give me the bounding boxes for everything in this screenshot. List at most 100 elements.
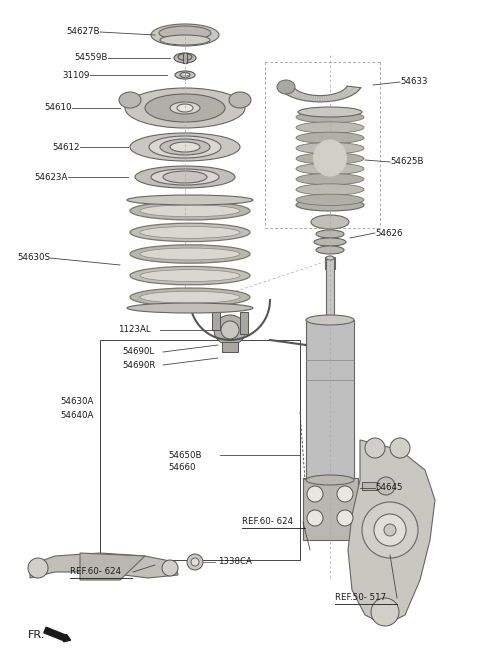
Bar: [212, 310, 220, 330]
Text: REF.60- 624: REF.60- 624: [70, 568, 121, 576]
Circle shape: [191, 558, 199, 566]
Polygon shape: [313, 95, 317, 102]
Polygon shape: [347, 86, 360, 89]
Polygon shape: [280, 87, 294, 90]
Bar: [222, 342, 238, 352]
Text: 54612: 54612: [52, 143, 80, 152]
Ellipse shape: [130, 202, 250, 220]
Ellipse shape: [170, 142, 200, 152]
Polygon shape: [341, 91, 353, 95]
Polygon shape: [285, 90, 298, 95]
Ellipse shape: [296, 153, 364, 164]
Ellipse shape: [296, 112, 364, 123]
Ellipse shape: [140, 205, 240, 217]
Text: 1123AL: 1123AL: [118, 325, 151, 334]
FancyArrow shape: [44, 627, 71, 642]
Text: 54630A: 54630A: [60, 397, 94, 407]
Text: 54610: 54610: [45, 104, 72, 112]
Circle shape: [162, 560, 178, 576]
Circle shape: [390, 438, 410, 458]
Bar: [325, 257, 335, 269]
Ellipse shape: [296, 163, 364, 175]
Polygon shape: [340, 91, 351, 97]
Circle shape: [362, 502, 418, 558]
Ellipse shape: [296, 173, 364, 185]
Ellipse shape: [311, 215, 349, 229]
Polygon shape: [337, 93, 348, 98]
Polygon shape: [80, 553, 145, 580]
Ellipse shape: [296, 184, 364, 195]
Ellipse shape: [130, 223, 250, 242]
Text: REF.50- 517: REF.50- 517: [335, 593, 386, 602]
Ellipse shape: [296, 199, 364, 211]
Polygon shape: [302, 95, 310, 101]
Polygon shape: [30, 553, 178, 578]
Text: 54626: 54626: [375, 229, 403, 237]
Ellipse shape: [127, 303, 253, 313]
Ellipse shape: [145, 94, 225, 122]
Ellipse shape: [151, 24, 219, 46]
Circle shape: [371, 598, 399, 626]
Ellipse shape: [135, 166, 235, 188]
Ellipse shape: [159, 26, 211, 40]
Circle shape: [384, 524, 396, 536]
Text: 54690L: 54690L: [122, 348, 154, 357]
Text: 54623A: 54623A: [35, 173, 68, 181]
Text: 54633: 54633: [400, 78, 428, 87]
Bar: [362, 482, 386, 490]
Circle shape: [28, 558, 48, 578]
Text: FR.: FR.: [28, 630, 46, 640]
Ellipse shape: [125, 88, 245, 128]
Polygon shape: [334, 93, 343, 99]
Bar: [240, 312, 248, 334]
Bar: [303, 478, 358, 540]
Polygon shape: [281, 88, 295, 91]
Ellipse shape: [170, 102, 200, 114]
Ellipse shape: [119, 92, 141, 108]
Text: 54660: 54660: [168, 463, 195, 472]
Polygon shape: [343, 89, 357, 93]
Text: 54559B: 54559B: [74, 53, 108, 62]
Text: 54630S: 54630S: [17, 254, 50, 263]
Circle shape: [374, 514, 406, 546]
Ellipse shape: [180, 72, 190, 78]
Ellipse shape: [130, 267, 250, 284]
Polygon shape: [323, 95, 327, 102]
Polygon shape: [345, 88, 359, 91]
Ellipse shape: [151, 169, 219, 185]
Circle shape: [307, 510, 323, 526]
Ellipse shape: [130, 288, 250, 306]
Ellipse shape: [298, 107, 362, 117]
Ellipse shape: [140, 227, 240, 238]
Text: 54645: 54645: [375, 484, 403, 493]
Ellipse shape: [326, 256, 334, 260]
Text: REF.60- 624: REF.60- 624: [242, 518, 293, 526]
Polygon shape: [295, 93, 305, 99]
Polygon shape: [342, 90, 355, 95]
Ellipse shape: [214, 315, 246, 345]
Ellipse shape: [314, 238, 346, 246]
Ellipse shape: [313, 139, 347, 177]
Ellipse shape: [130, 133, 240, 161]
Text: 54650B: 54650B: [168, 451, 202, 459]
Ellipse shape: [160, 35, 210, 45]
Polygon shape: [319, 95, 322, 102]
Polygon shape: [335, 93, 345, 99]
Ellipse shape: [306, 315, 354, 325]
Ellipse shape: [127, 195, 253, 205]
Polygon shape: [348, 440, 435, 625]
Bar: [306, 320, 354, 480]
Ellipse shape: [140, 248, 240, 260]
Polygon shape: [297, 93, 306, 99]
Polygon shape: [310, 95, 315, 102]
Ellipse shape: [149, 136, 221, 158]
Polygon shape: [300, 94, 308, 100]
Circle shape: [365, 438, 385, 458]
Polygon shape: [344, 89, 358, 93]
Polygon shape: [282, 89, 296, 93]
Ellipse shape: [140, 291, 240, 303]
Ellipse shape: [140, 269, 240, 282]
Circle shape: [337, 510, 353, 526]
Polygon shape: [321, 95, 324, 102]
Ellipse shape: [163, 171, 207, 183]
